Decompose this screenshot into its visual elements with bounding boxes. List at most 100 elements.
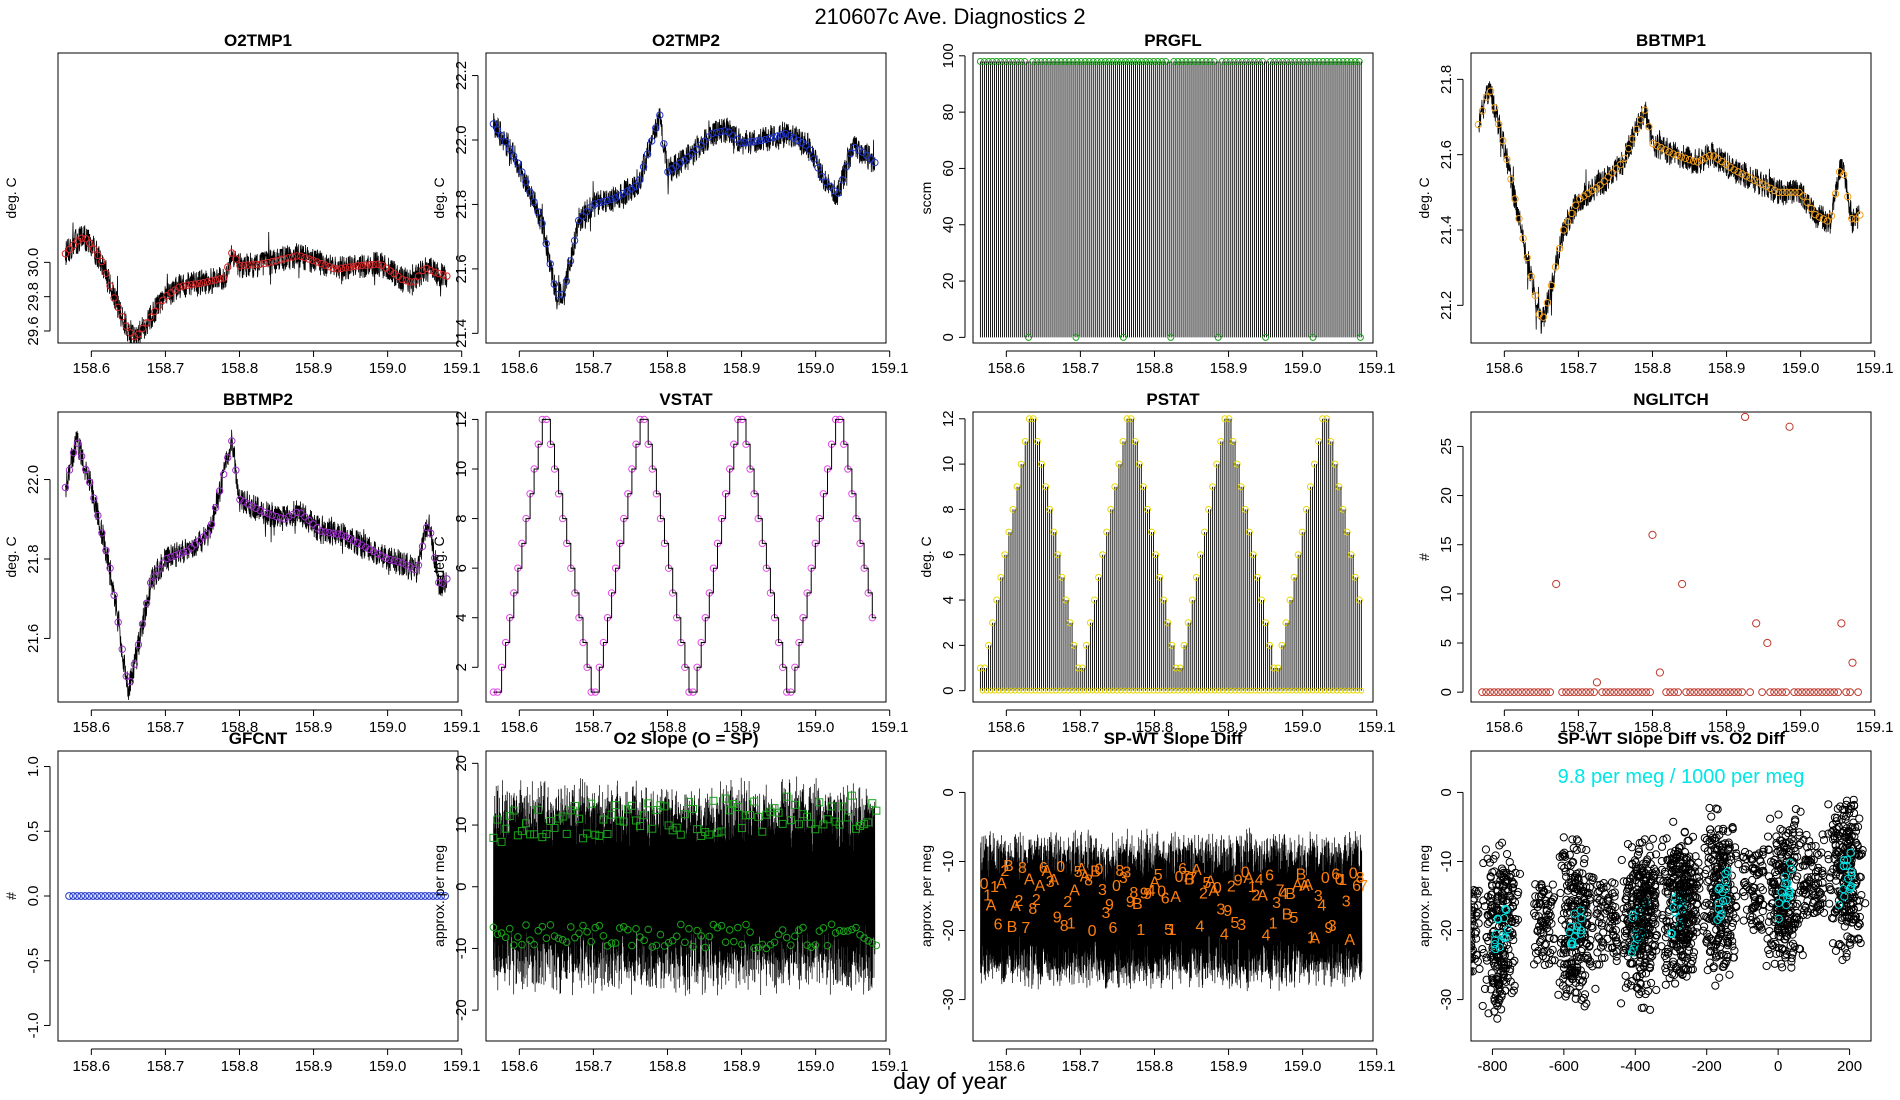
data-point-bbtmp1 (1608, 169, 1617, 177)
data-point-spwt_vs_o2 (1715, 973, 1724, 982)
data-point-nglitch (1522, 688, 1531, 697)
data-point-gfcnt (69, 892, 78, 900)
data-point-bbtmp2 (110, 591, 118, 599)
data-point-spwt_vs_o2 (1720, 839, 1730, 848)
data-point-pstat (1025, 415, 1033, 423)
data-point-bbtmp2 (73, 439, 82, 447)
data-point-gfcnt (293, 892, 302, 900)
data-point-bbtmp1 (1657, 144, 1665, 152)
data-point-o2tmp2 (643, 150, 652, 158)
data-point-o2tmp2 (627, 185, 636, 193)
data-point-spwt_vs_o2 (1536, 929, 1545, 938)
data-point-o2tmp2 (554, 290, 563, 299)
figure-title: 210607c Ave. Diagnostics 2 (814, 4, 1086, 29)
data-point-o2slope (672, 932, 681, 941)
data-point-spwt_vs_o2 (1777, 944, 1787, 953)
data-point-pstat (1225, 415, 1233, 423)
data-point-gfcnt (77, 892, 86, 900)
data-point-spwt_vs_o2 (1716, 923, 1725, 932)
x-tick-label-o2slope: 158.9 (723, 1058, 761, 1075)
data-point-o2tmp1 (414, 272, 423, 280)
data-point-pstat (1278, 641, 1286, 649)
y-tick-label-nglitch: 15 (1438, 536, 1455, 553)
highlight-point-spwt_vs_o2 (1718, 897, 1728, 906)
data-point-o2slope (807, 943, 815, 952)
data-point-square-o2slope (746, 811, 755, 820)
highlight-point-spwt_vs_o2 (1715, 883, 1724, 892)
data-point-o2slope (787, 941, 795, 950)
data-point-spwt_vs_o2 (1556, 888, 1565, 898)
data-point-square-o2slope (811, 825, 820, 834)
data-point-square-o2slope (786, 816, 795, 825)
x-tick-label-bbtmp1: 158.8 (1634, 360, 1672, 377)
y-tick-label-o2tmp2: 22.0 (453, 125, 470, 154)
data-point-pstat (1298, 528, 1306, 536)
data-point-nglitch (1802, 688, 1811, 697)
data-point-spwt_vs_o2 (1796, 807, 1805, 816)
data-point-o2tmp2 (514, 159, 522, 167)
data-point-prgfl (984, 57, 992, 65)
panel-title-prgfl: PRGFL (1144, 31, 1202, 50)
data-point-spwt_vs_o2 (1623, 916, 1632, 925)
point-label-spwt: 4 (1279, 886, 1288, 903)
panel-title-nglitch: NGLITCH (1633, 390, 1709, 409)
data-point-nglitch (1598, 688, 1607, 697)
data-point-nglitch (1510, 688, 1519, 697)
panel-title-o2tmp1: O2TMP1 (224, 31, 292, 50)
highlight-point-spwt_vs_o2 (1839, 861, 1848, 871)
data-point-bbtmp1 (1848, 214, 1856, 223)
data-point-spwt_vs_o2 (1482, 953, 1491, 962)
data-point-gfcnt (289, 892, 298, 900)
data-point-spwt_vs_o2 (1782, 844, 1791, 853)
data-point-o2slope (615, 924, 624, 932)
data-point-spwt_vs_o2 (1718, 867, 1727, 876)
highlight-point-spwt_vs_o2 (1627, 948, 1637, 957)
data-point-nglitch (1694, 688, 1703, 697)
point-label-spwt: A (1257, 887, 1268, 904)
data-point-spwt_vs_o2 (1619, 904, 1628, 913)
data-point-o2slope (509, 941, 518, 949)
data-point-spwt_vs_o2 (1486, 872, 1495, 881)
data-point-square-o2slope (864, 818, 873, 827)
data-point-prgfl (1025, 333, 1033, 341)
highlight-point-spwt_vs_o2 (1629, 944, 1638, 953)
data-point-nglitch (1586, 688, 1595, 697)
data-point-bbtmp2 (390, 557, 398, 565)
data-point-o2tmp1 (219, 274, 228, 282)
data-point-bbtmp2 (374, 550, 382, 558)
data-point-spwt_vs_o2 (1748, 875, 1757, 885)
data-point-o2tmp1 (313, 258, 321, 266)
data-point-spwt_vs_o2 (1686, 868, 1695, 877)
data-point-spwt_vs_o2 (1578, 944, 1587, 954)
data-point-prgfl (1005, 57, 1013, 65)
data-point-spwt_vs_o2 (1461, 967, 1468, 974)
data-point-prgfl (1246, 57, 1254, 65)
data-point-pstat (1339, 505, 1347, 513)
data-point-nglitch (1682, 688, 1691, 697)
data-point-o2tmp2 (798, 139, 806, 147)
data-point-spwt_vs_o2 (1750, 893, 1760, 902)
data-point-spwt_vs_o2 (1770, 959, 1779, 968)
data-point-spwt_vs_o2 (1571, 994, 1580, 1003)
data-point-spwt_vs_o2 (1712, 951, 1721, 960)
data-point-spwt_vs_o2 (1651, 880, 1660, 890)
data-point-o2slope (644, 925, 653, 934)
data-point-bbtmp2 (203, 529, 212, 538)
y-tick-label-pstat: 4 (940, 596, 957, 604)
data-point-spwt_vs_o2 (1657, 842, 1667, 851)
data-point-nglitch (1478, 688, 1487, 697)
data-point-spwt_vs_o2 (1680, 908, 1689, 917)
data-point-spwt_vs_o2 (1645, 1005, 1655, 1014)
y-tick-label-gfcnt: 0.0 (25, 886, 42, 907)
data-point-spwt_vs_o2 (1541, 939, 1550, 949)
data-point-spwt_vs_o2 (1560, 852, 1570, 862)
data-point-spwt_vs_o2 (1717, 949, 1726, 959)
data-point-prgfl (976, 57, 984, 65)
x-tick-label-spwt_vs_o2: -800 (1477, 1058, 1507, 1075)
data-point-gfcnt (237, 892, 246, 900)
data-point-o2tmp2 (631, 182, 640, 191)
data-point-pstat (1331, 460, 1339, 468)
data-point-spwt_vs_o2 (1774, 860, 1783, 869)
data-point-spwt_vs_o2 (1825, 899, 1834, 908)
